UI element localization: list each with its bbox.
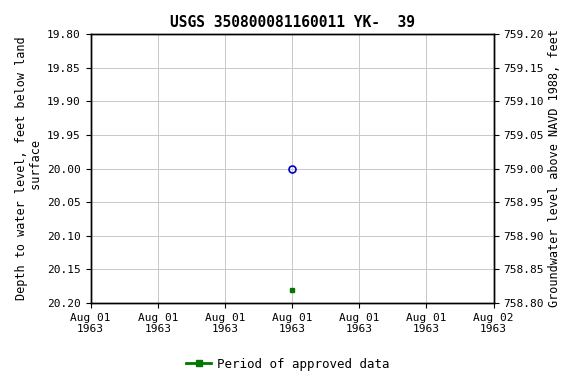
- Legend: Period of approved data: Period of approved data: [181, 353, 395, 376]
- Y-axis label: Groundwater level above NAVD 1988, feet: Groundwater level above NAVD 1988, feet: [548, 30, 561, 308]
- Y-axis label: Depth to water level, feet below land
 surface: Depth to water level, feet below land su…: [15, 37, 43, 300]
- Title: USGS 350800081160011 YK-  39: USGS 350800081160011 YK- 39: [169, 15, 415, 30]
